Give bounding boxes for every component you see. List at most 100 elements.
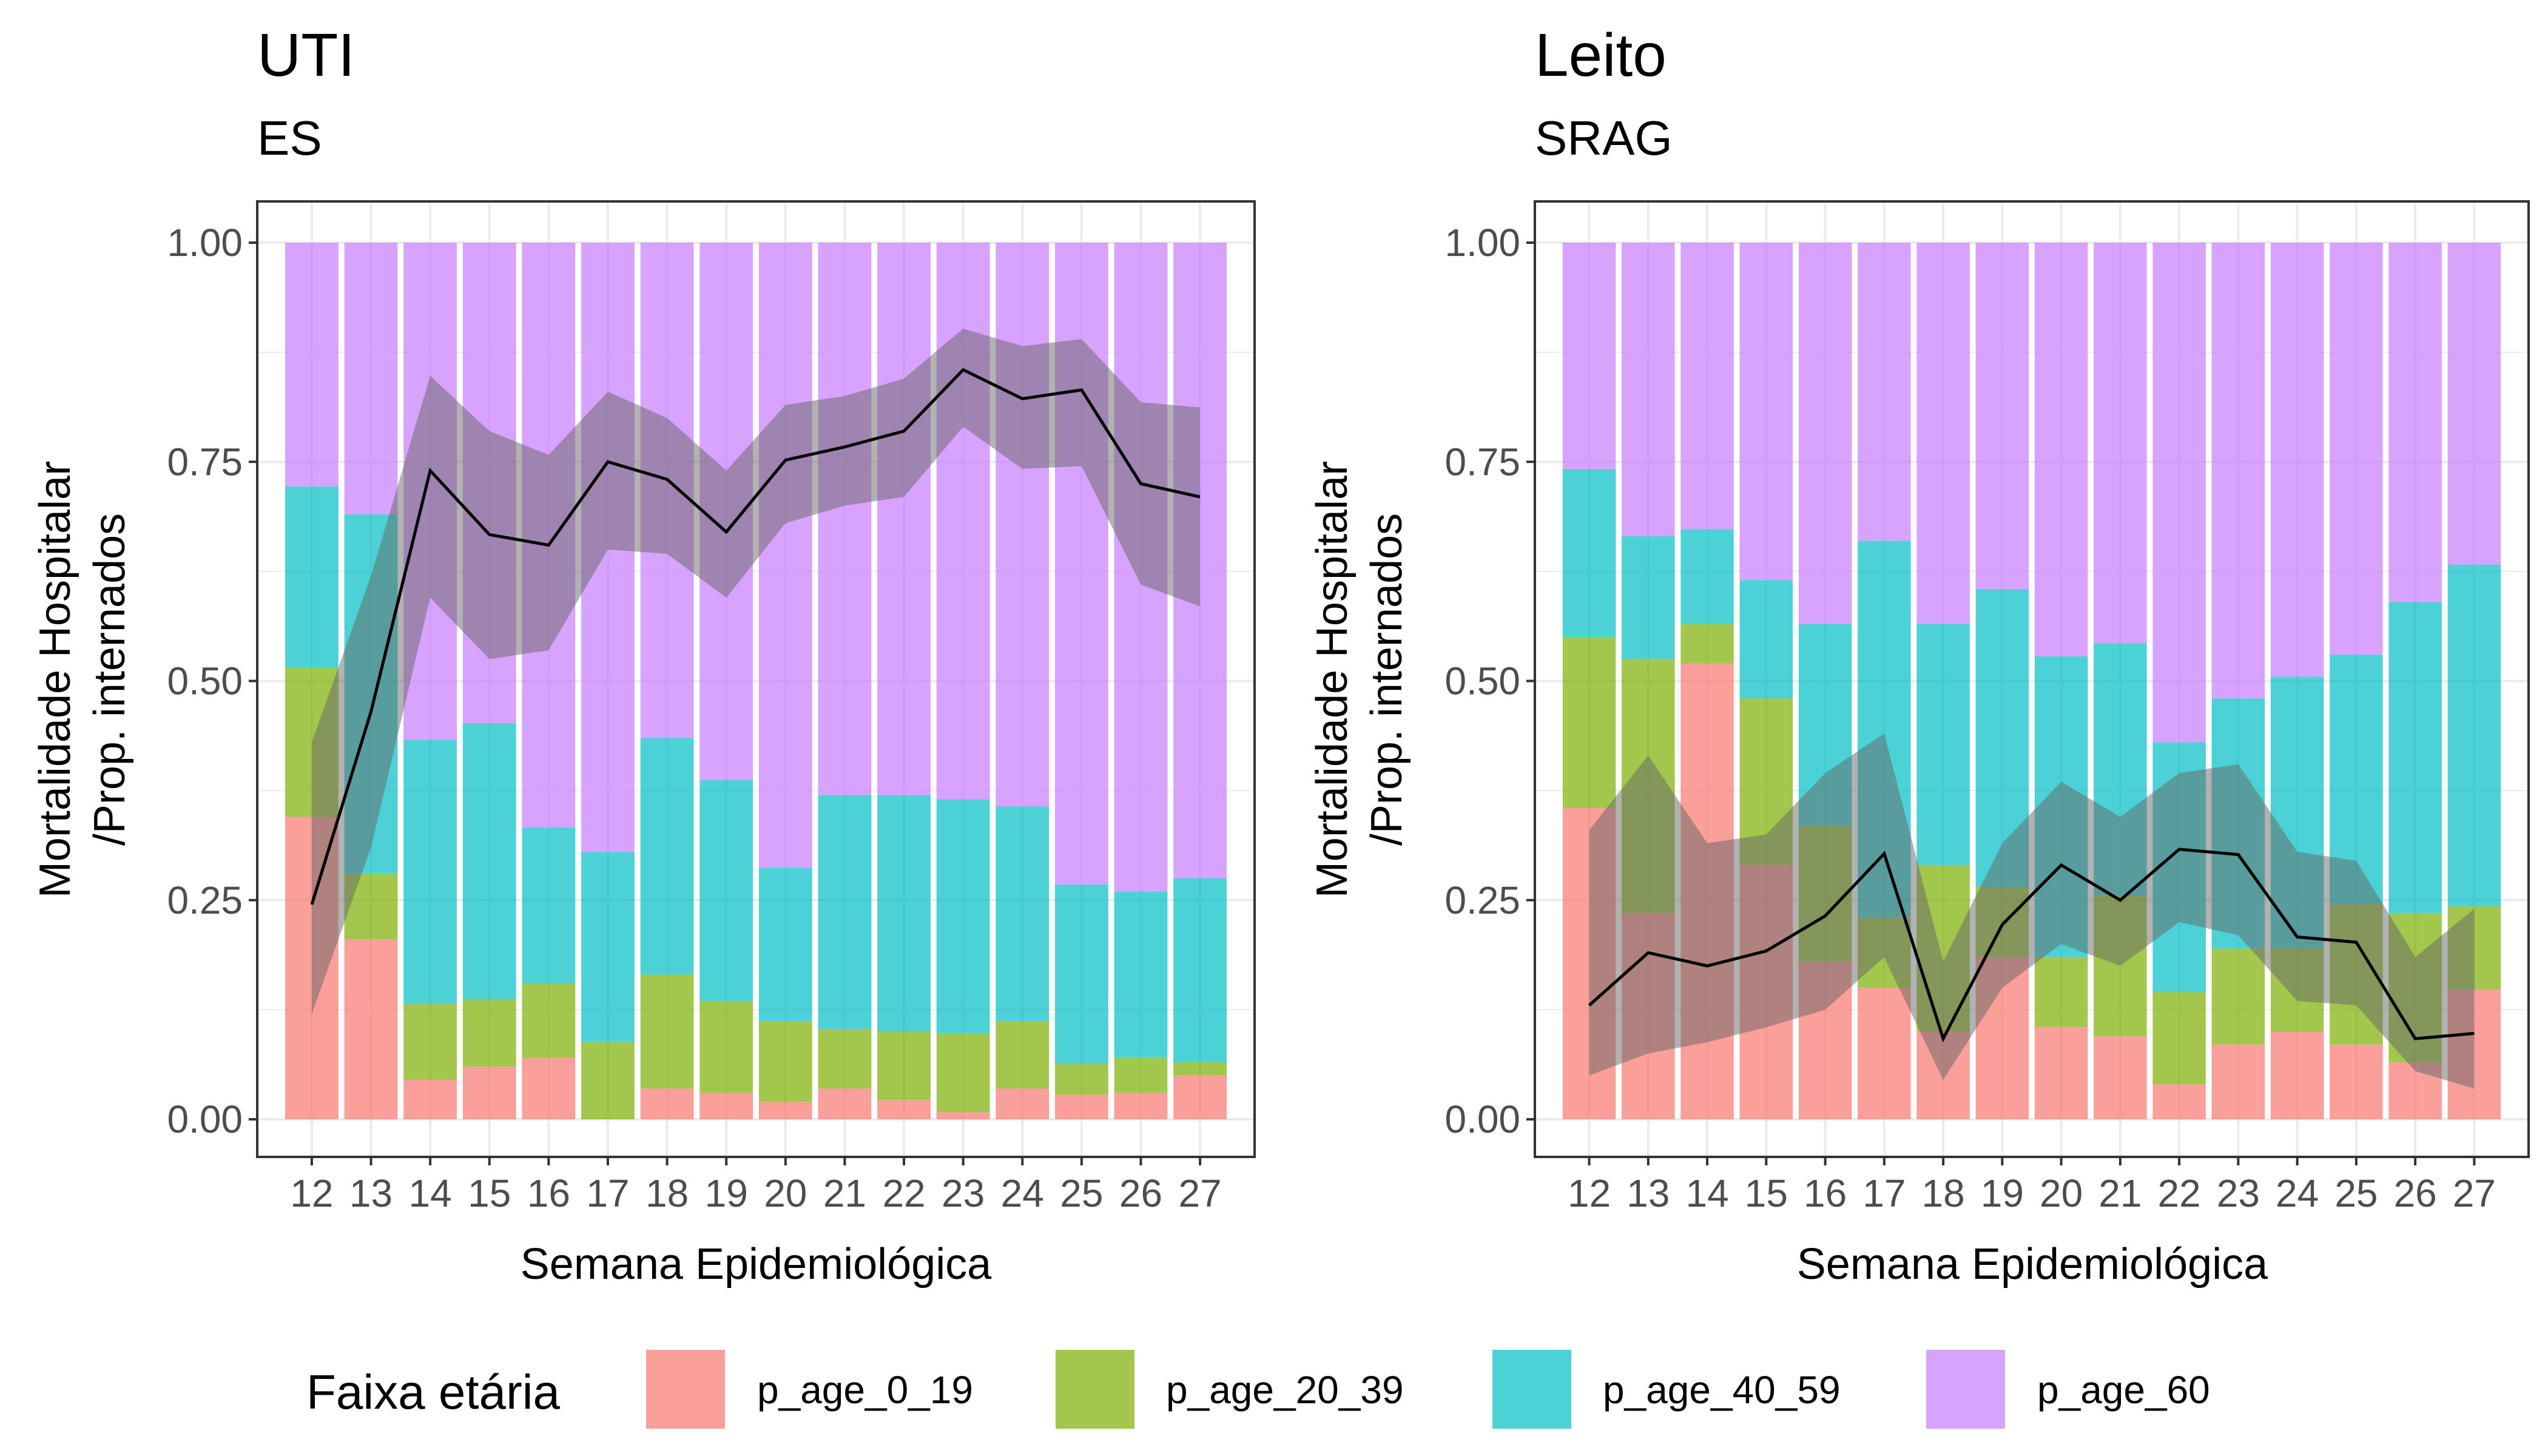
bar-p-age-20-39-week-20 [758,1021,812,1102]
bar-p-age-60-week-18 [1916,243,1970,624]
x-tick-label: 23 [2217,1171,2260,1215]
bar-p-age-20-39-week-22 [877,1031,931,1100]
x-tick-label: 22 [2158,1171,2201,1215]
bar-p-age-0-19-week-24 [996,1088,1050,1119]
bar-p-age-40-59-week-12 [285,486,339,668]
bar-p-age-60-week-13 [1622,243,1675,537]
bar-p-age-20-39-week-14 [1680,624,1734,664]
y-tick-label: 0.00 [167,1097,243,1141]
legend-key-p-age-40-59 [1492,1350,1571,1429]
bar-p-age-20-39-week-12 [1562,637,1616,809]
bar-p-age-40-59-week-20 [758,868,812,1022]
x-tick-label: 25 [2334,1171,2378,1215]
panel-border [256,200,1256,1158]
x-axis-label: Semana Epidemiológica [1797,1240,2268,1289]
bar-p-age-40-59-week-24 [996,806,1050,1022]
bar-p-age-0-19-week-17 [1858,988,1911,1119]
bar-p-age-60-week-12 [1562,243,1616,469]
bar-p-age-40-59-week-12 [1562,468,1616,638]
bar-p-age-60-week-15 [1739,243,1793,581]
x-tick-label: 21 [823,1171,866,1215]
x-axis-label: Semana Epidemiológica [521,1240,992,1289]
x-tick-label: 24 [2276,1171,2319,1215]
bar-p-age-60-week-21 [818,243,872,795]
bar-p-age-20-39-week-14 [403,1003,457,1080]
bar-p-age-40-59-week-22 [877,795,931,1032]
bar-p-age-0-19-week-21 [2094,1036,2147,1119]
legend-key-p-age-0-19 [646,1350,725,1429]
y-tick-label: 0.00 [1444,1097,1520,1141]
bar-p-age-40-59-week-27 [1173,878,1227,1063]
panel-title: UTI [257,21,355,89]
bar-p-age-40-59-week-26 [1114,891,1168,1058]
bar-p-age-0-19-week-21 [818,1088,872,1119]
panel-title: Leito [1535,21,1667,89]
bar-p-age-0-19-week-14 [403,1079,457,1119]
bar-p-age-60-week-19 [1975,243,2029,589]
bar-p-age-20-39-week-27 [1173,1062,1227,1076]
x-tick-label: 27 [2453,1171,2496,1215]
x-tick-label: 20 [2040,1171,2083,1215]
panel-subtitle: SRAG [1535,111,1673,165]
y-axis-label-line2: /Prop. internados [1363,513,1411,846]
mortality-line [310,368,1201,905]
bar-p-age-40-59-week-14 [403,740,457,1004]
bar-p-age-40-59-week-25 [1054,884,1108,1064]
bar-p-age-0-19-week-26 [1114,1093,1168,1119]
bar-p-age-20-39-week-15 [462,999,516,1067]
bar-p-age-0-19-week-20 [2034,1027,2088,1119]
bar-p-age-60-week-24 [996,243,1050,807]
bar-p-age-40-59-week-13 [1622,536,1675,659]
bar-p-age-60-week-22 [2152,243,2206,743]
bar-p-age-20-39-week-23 [936,1033,990,1113]
x-tick-label: 27 [1179,1171,1222,1215]
x-tick-label: 16 [527,1171,570,1215]
mortality-line [1588,848,2475,1043]
y-tick-label: 0.75 [1444,440,1520,484]
bar-p-age-60-week-12 [285,243,339,487]
bar-p-age-20-39-week-25 [1054,1063,1108,1095]
y-tick-label: 0.50 [167,659,243,703]
x-tick-label: 14 [409,1171,452,1215]
y-tick-label: 0.75 [167,440,243,484]
x-tick-label: 19 [705,1171,748,1215]
bar-p-age-60-week-20 [758,243,812,868]
confidence-ribbon [1589,733,2475,1089]
bar-p-age-40-59-week-17 [581,852,635,1042]
bar-p-age-60-week-16 [1798,243,1852,624]
bar-p-age-40-59-week-18 [640,738,694,975]
bar-p-age-0-19-week-16 [522,1057,576,1119]
bar-p-age-20-39-week-19 [699,1000,753,1093]
panel-uti: UTI ES 0.00 0.25 0.50 0.75 1.00 12 13 14 15 16 17 1… [31,21,1256,1289]
bar-p-age-40-59-week-21 [818,795,872,1030]
x-tick-label: 23 [942,1171,985,1215]
x-tick-label: 13 [349,1171,393,1215]
bar-p-age-20-39-week-24 [996,1021,1050,1089]
x-tick-label: 18 [1922,1171,1965,1215]
bar-p-age-20-39-week-20 [2034,957,2088,1028]
panel-border [1534,200,2530,1158]
x-tick-label: 18 [645,1171,689,1215]
bar-p-age-0-19-week-18 [640,1088,694,1119]
bar-p-age-20-39-week-16 [522,983,576,1058]
bar-p-age-60-week-25 [1054,243,1108,885]
bar-p-age-0-19-week-23 [2211,1045,2265,1119]
bar-p-age-60-week-21 [2094,243,2147,644]
x-tick-label: 16 [1804,1171,1847,1215]
legend: Faixa etária p_age_0_19 p_age_20_39 p_ag… [306,1350,2210,1429]
x-tick-label: 26 [2394,1171,2437,1215]
legend-label-p-age-20-39: p_age_20_39 [1166,1368,1404,1412]
bar-p-age-40-59-week-18 [1916,624,1970,865]
y-axis-label-line1: Mortalidade Hospitalar [31,461,79,898]
bar-p-age-20-39-week-17 [581,1042,635,1119]
bar-p-age-0-19-week-27 [1173,1075,1227,1119]
x-tick-label: 13 [1626,1171,1670,1215]
bar-p-age-60-week-27 [2447,243,2501,565]
x-tick-label: 17 [586,1171,629,1215]
legend-key-p-age-60 [1926,1350,2005,1429]
bar-p-age-60-week-20 [2034,243,2088,657]
x-tick-label: 14 [1685,1171,1728,1215]
x-tick-label: 25 [1060,1171,1103,1215]
panel-leito: Leito SRAG 0.00 0.25 0.50 0.75 1.00 12 13 14 15 1… [1308,21,2530,1289]
legend-label-p-age-0-19: p_age_0_19 [757,1368,973,1412]
